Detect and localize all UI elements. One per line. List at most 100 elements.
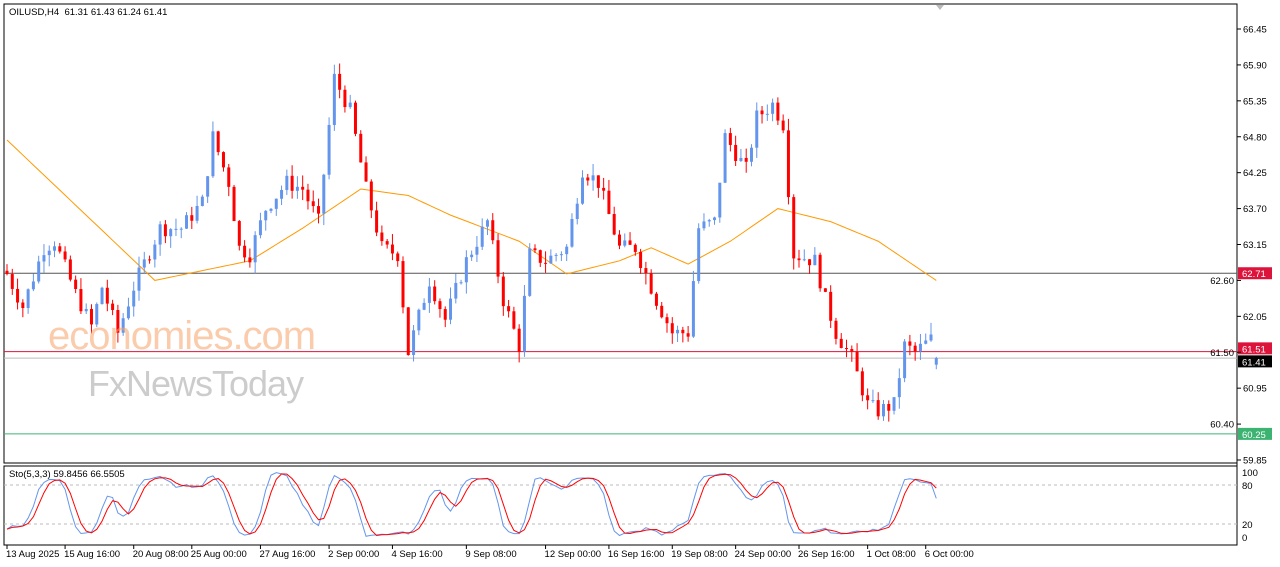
- bull-candle: [137, 267, 141, 291]
- bear-candle: [744, 157, 748, 162]
- bear-candle: [596, 175, 600, 188]
- stoch-tick-label: 100: [1242, 468, 1258, 479]
- x-tick-label: 20 Aug 08:00: [133, 549, 189, 560]
- bear-candle: [602, 187, 606, 191]
- bull-candle: [464, 257, 468, 283]
- bear-candle: [850, 349, 854, 352]
- bear-candle: [845, 348, 849, 350]
- bear-candle: [380, 232, 384, 242]
- x-tick-label: 27 Aug 16:00: [259, 549, 315, 560]
- bull-candle: [332, 73, 336, 125]
- bull-candle: [871, 400, 875, 402]
- bull-candle: [142, 259, 146, 268]
- bull-candle: [934, 358, 938, 365]
- y-tick-label: 63.70: [1243, 204, 1267, 215]
- stochastic-header: Sto(5,3,3) 59.8456 66.5505: [9, 469, 125, 480]
- bull-candle: [755, 110, 759, 148]
- bull-candle: [327, 124, 331, 175]
- price-label-bg: [1238, 355, 1272, 368]
- x-tick-label: 26 Sep 16:00: [798, 549, 855, 560]
- bull-candle: [42, 255, 46, 262]
- bear-candle: [670, 323, 674, 334]
- bull-candle: [31, 281, 35, 290]
- x-tick-label: 15 Aug 16:00: [64, 549, 120, 560]
- bull-candle: [258, 220, 262, 236]
- bull-candle: [100, 287, 104, 305]
- bear-candle: [586, 177, 590, 181]
- y-tick-label: 64.80: [1243, 132, 1267, 143]
- bear-candle: [823, 288, 827, 292]
- bear-candle: [243, 245, 247, 258]
- x-tick-label: 6 Oct 00:00: [925, 549, 974, 560]
- bear-candle: [660, 305, 664, 318]
- bull-candle: [348, 102, 352, 108]
- bear-candle: [443, 309, 447, 320]
- bear-candle: [512, 311, 516, 329]
- bear-candle: [353, 102, 357, 134]
- bear-candle: [58, 246, 62, 252]
- bear-candle: [79, 289, 83, 312]
- bear-candle: [5, 270, 9, 275]
- price-label-60.25: 60.25: [1242, 430, 1266, 441]
- bull-candle: [454, 282, 458, 299]
- bear-candle: [317, 206, 321, 214]
- symbol-header: OILUSD,H4 61.31 61.43 61.24 61.41: [9, 7, 167, 18]
- scroll-marker-icon[interactable]: [936, 5, 944, 10]
- bull-candle: [84, 308, 88, 312]
- bear-candle: [786, 130, 790, 198]
- bull-candle: [274, 198, 278, 209]
- bear-candle: [654, 293, 658, 306]
- bull-candle: [470, 254, 474, 258]
- stoch-tick-label: 20: [1242, 520, 1253, 531]
- x-tick-label: 24 Sep 00:00: [735, 549, 792, 560]
- x-tick-label: 13 Aug 2025: [6, 549, 59, 560]
- bear-candle: [628, 240, 632, 245]
- bear-candle: [21, 302, 25, 308]
- bear-candle: [639, 251, 643, 269]
- bull-candle: [718, 182, 722, 218]
- price-label-61.41: 61.41: [1242, 357, 1266, 368]
- bear-candle: [401, 261, 405, 308]
- bear-candle: [390, 244, 394, 254]
- bull-candle: [903, 341, 907, 379]
- bear-candle: [633, 244, 637, 252]
- bear-candle: [163, 224, 167, 237]
- bear-candle: [190, 215, 194, 221]
- bull-candle: [591, 175, 595, 181]
- bull-candle: [206, 176, 210, 197]
- bull-candle: [195, 205, 199, 221]
- bull-candle: [802, 259, 806, 261]
- bear-candle: [438, 301, 442, 310]
- bear-candle: [116, 309, 120, 333]
- bear-candle: [248, 257, 252, 263]
- bear-candle: [818, 254, 822, 289]
- bear-candle: [797, 258, 801, 261]
- bear-candle: [290, 175, 294, 191]
- bear-candle: [396, 253, 400, 262]
- watermark-economies: economies.com: [48, 314, 316, 358]
- bear-candle: [496, 240, 500, 277]
- bear-candle: [760, 110, 764, 115]
- bull-candle: [707, 220, 711, 222]
- bear-candle: [63, 251, 67, 260]
- stoch-tick-label: 80: [1242, 481, 1253, 492]
- bear-candle: [364, 162, 368, 182]
- bull-candle: [918, 343, 922, 352]
- bull-candle: [37, 261, 41, 282]
- bull-candle: [723, 133, 727, 183]
- x-tick-label: 19 Sep 08:00: [671, 549, 728, 560]
- bull-candle: [623, 240, 627, 246]
- bull-candle: [169, 229, 173, 237]
- bear-candle: [89, 308, 93, 325]
- bear-candle: [734, 144, 738, 161]
- bear-candle: [74, 279, 78, 290]
- x-tick-label: 2 Sep 00:00: [328, 549, 379, 560]
- stoch-signal-line: [6, 473, 937, 536]
- bull-candle: [427, 286, 431, 303]
- bull-candle: [528, 248, 532, 296]
- bear-candle: [538, 250, 542, 263]
- bear-candle: [301, 186, 305, 190]
- bull-candle: [449, 298, 453, 320]
- main-pane: [3, 3, 1238, 464]
